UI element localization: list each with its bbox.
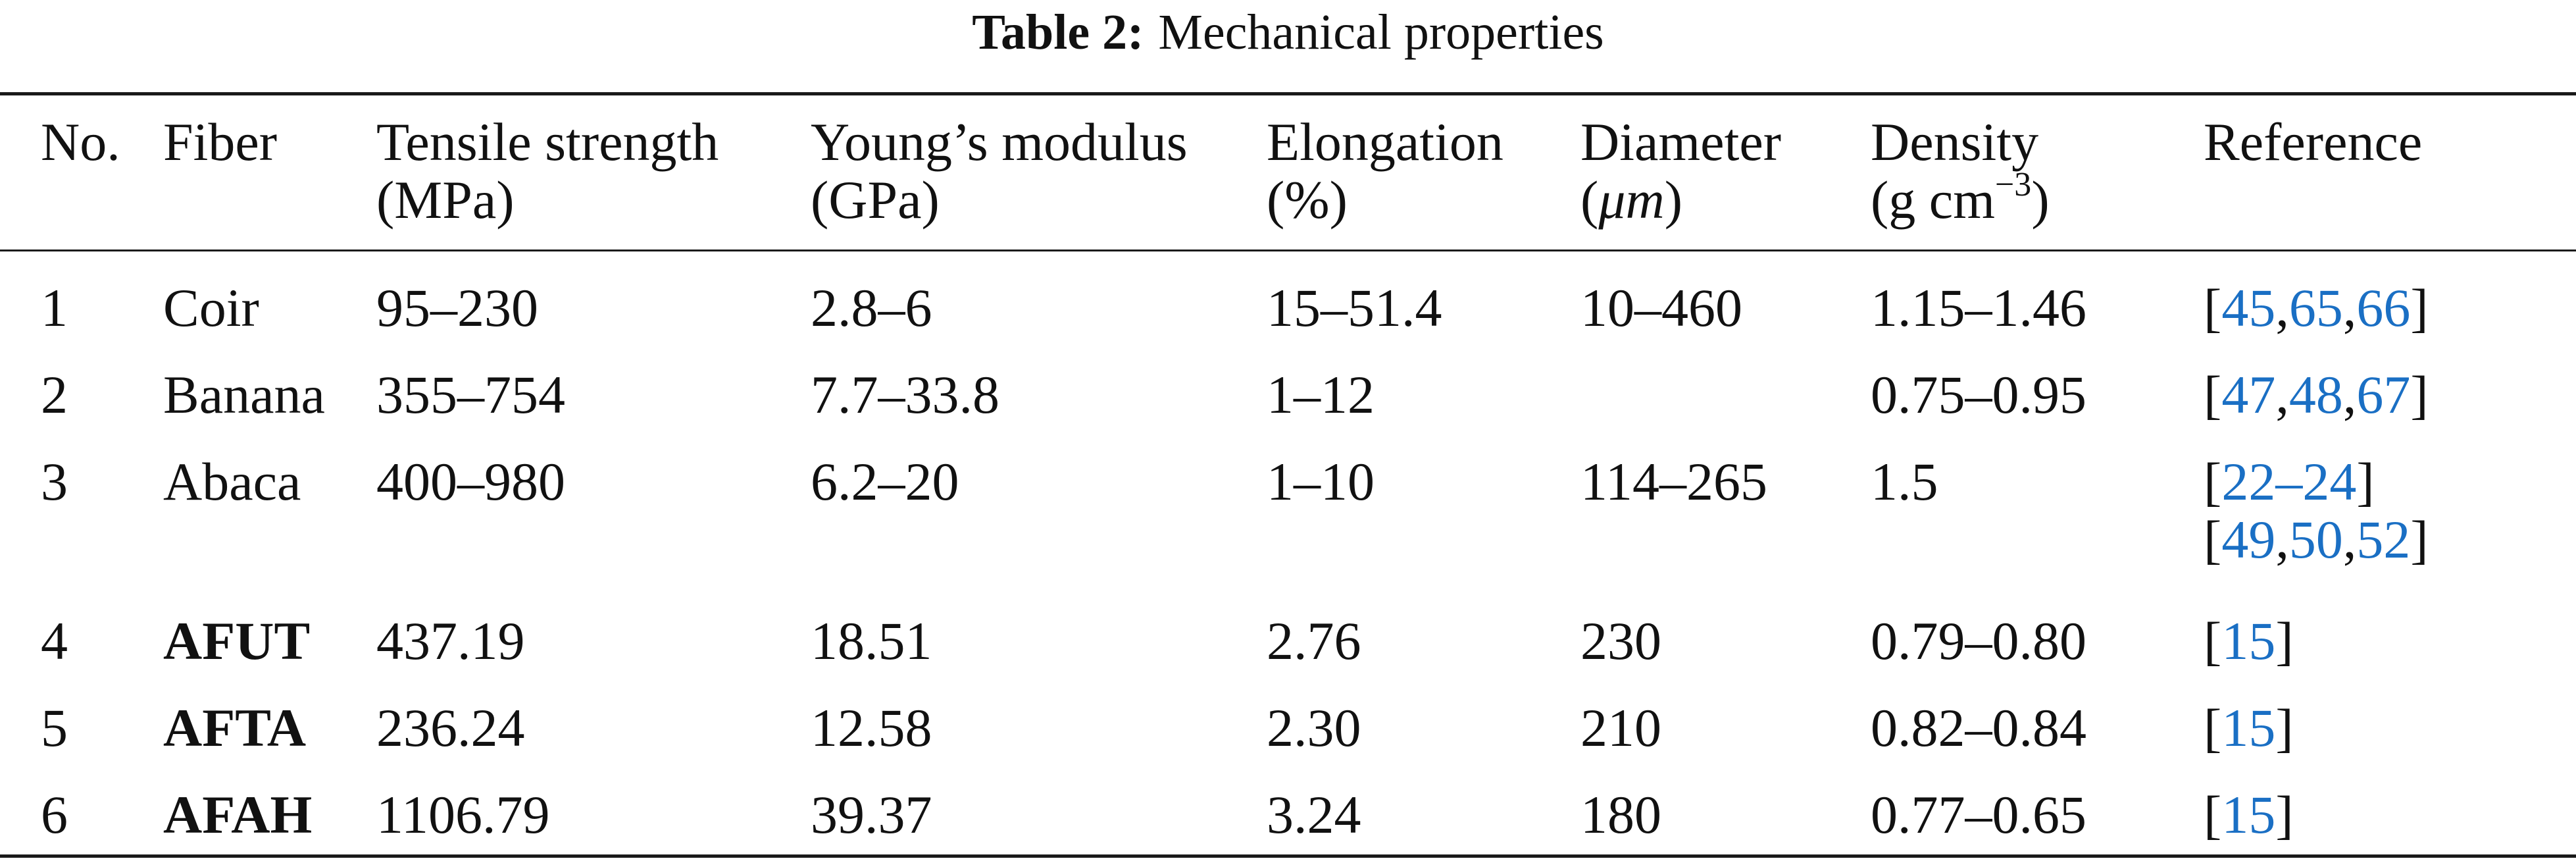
column-header-elongation: Elongation (%) — [1267, 112, 1503, 230]
cell-tensile-strength: 437.19 — [376, 611, 525, 671]
cell-diameter: 114–265 — [1580, 452, 1767, 511]
table-bottom-rule — [0, 854, 2576, 858]
reference-link[interactable]: 49 — [2221, 510, 2276, 569]
cell-fiber: AFUT — [163, 611, 311, 671]
cell-density: 1.5 — [1871, 452, 1938, 511]
reference-bracket-open: [ — [2204, 365, 2222, 425]
cell-fiber: Banana — [163, 365, 325, 425]
reference-bracket-close: ] — [2356, 452, 2375, 511]
cell-youngs-modulus: 39.37 — [811, 785, 932, 845]
column-header-tensile-strength: Tensile strength (MPa) — [376, 112, 719, 230]
reference-separator: , — [2342, 278, 2357, 338]
reference-bracket-open: [ — [2204, 452, 2222, 511]
column-header-fiber: Fiber — [163, 112, 278, 172]
reference-separator: , — [2342, 510, 2357, 569]
cell-density: 1.15–1.46 — [1871, 278, 2086, 338]
reference-link[interactable]: 47 — [2221, 365, 2276, 425]
cell-no: 5 — [41, 698, 68, 758]
cell-youngs-modulus: 12.58 — [811, 698, 932, 758]
cell-reference: [15] — [2204, 786, 2294, 844]
cell-elongation: 2.30 — [1267, 698, 1361, 758]
table-top-rule — [0, 92, 2576, 95]
column-header-no: No. — [41, 112, 120, 172]
reference-link[interactable]: 15 — [2221, 785, 2276, 845]
reference-bracket-open: [ — [2204, 510, 2222, 569]
cell-reference: [45,65,66] — [2204, 279, 2429, 337]
table-caption: Table 2: Mechanical properties — [0, 3, 2576, 62]
reference-link[interactable]: 15 — [2221, 698, 2276, 758]
cell-fiber: Coir — [163, 278, 259, 338]
cell-youngs-modulus: 18.51 — [811, 611, 932, 671]
reference-bracket-close: ] — [2275, 611, 2294, 671]
reference-bracket-close: ] — [2410, 510, 2429, 569]
column-header-youngs-modulus: Young’s modulus (GPa) — [811, 112, 1188, 230]
cell-tensile-strength: 355–754 — [376, 365, 565, 425]
reference-bracket-close: ] — [2410, 365, 2429, 425]
cell-density: 0.77–0.65 — [1871, 785, 2086, 845]
cell-youngs-modulus: 6.2–20 — [811, 452, 959, 511]
reference-link[interactable]: 66 — [2356, 278, 2411, 338]
reference-link[interactable]: 15 — [2221, 611, 2276, 671]
cell-diameter: 230 — [1580, 611, 1661, 671]
cell-elongation: 1–10 — [1267, 452, 1375, 511]
cell-tensile-strength: 95–230 — [376, 278, 538, 338]
cell-diameter: 180 — [1580, 785, 1661, 845]
reference-separator: , — [2275, 278, 2289, 338]
cell-no: 4 — [41, 611, 68, 671]
reference-link[interactable]: 67 — [2356, 365, 2411, 425]
cell-reference: [22–24] [49,50,52] — [2204, 453, 2429, 569]
cell-density: 0.79–0.80 — [1871, 611, 2086, 671]
reference-bracket-open: [ — [2204, 278, 2222, 338]
cell-no: 3 — [41, 452, 68, 511]
table-caption-title: Mechanical properties — [1158, 5, 1604, 60]
column-header-density: Density (g cm−3) — [1871, 112, 2050, 230]
column-header-reference: Reference — [2204, 112, 2423, 172]
reference-separator: , — [2275, 365, 2289, 425]
cell-diameter: 10–460 — [1580, 278, 1742, 338]
reference-bracket-open: [ — [2204, 611, 2222, 671]
cell-diameter: 210 — [1580, 698, 1661, 758]
cell-density: 0.75–0.95 — [1871, 365, 2086, 425]
cell-fiber: AFAH — [163, 785, 313, 845]
cell-fiber: Abaca — [163, 452, 301, 511]
cell-density: 0.82–0.84 — [1871, 698, 2086, 758]
cell-tensile-strength: 236.24 — [376, 698, 525, 758]
cell-elongation: 1–12 — [1267, 365, 1375, 425]
reference-link[interactable]: 65 — [2288, 278, 2343, 338]
reference-link[interactable]: 45 — [2221, 278, 2276, 338]
reference-bracket-close: ] — [2275, 698, 2294, 758]
cell-no: 2 — [41, 365, 68, 425]
table-header-rule — [0, 249, 2576, 251]
reference-link[interactable]: 22–24 — [2221, 452, 2357, 511]
cell-reference: [15] — [2204, 699, 2294, 757]
table-caption-label: Table 2: — [972, 5, 1144, 60]
reference-separator: , — [2275, 510, 2289, 569]
reference-separator: , — [2342, 365, 2357, 425]
reference-link[interactable]: 48 — [2288, 365, 2343, 425]
cell-no: 6 — [41, 785, 68, 845]
reference-link[interactable]: 52 — [2356, 510, 2411, 569]
cell-tensile-strength: 400–980 — [376, 452, 565, 511]
cell-youngs-modulus: 7.7–33.8 — [811, 365, 999, 425]
cell-tensile-strength: 1106.79 — [376, 785, 550, 845]
cell-elongation: 2.76 — [1267, 611, 1361, 671]
reference-link[interactable]: 50 — [2288, 510, 2343, 569]
column-header-diameter: Diameter (μm) — [1580, 112, 1782, 230]
cell-reference: [15] — [2204, 612, 2294, 670]
reference-bracket-open: [ — [2204, 698, 2222, 758]
cell-reference: [47,48,67] — [2204, 366, 2429, 424]
reference-bracket-close: ] — [2410, 278, 2429, 338]
reference-bracket-open: [ — [2204, 785, 2222, 845]
cell-elongation: 15–51.4 — [1267, 278, 1442, 338]
cell-youngs-modulus: 2.8–6 — [811, 278, 932, 338]
cell-no: 1 — [41, 278, 68, 338]
cell-fiber: AFTA — [163, 698, 307, 758]
cell-elongation: 3.24 — [1267, 785, 1361, 845]
reference-bracket-close: ] — [2275, 785, 2294, 845]
